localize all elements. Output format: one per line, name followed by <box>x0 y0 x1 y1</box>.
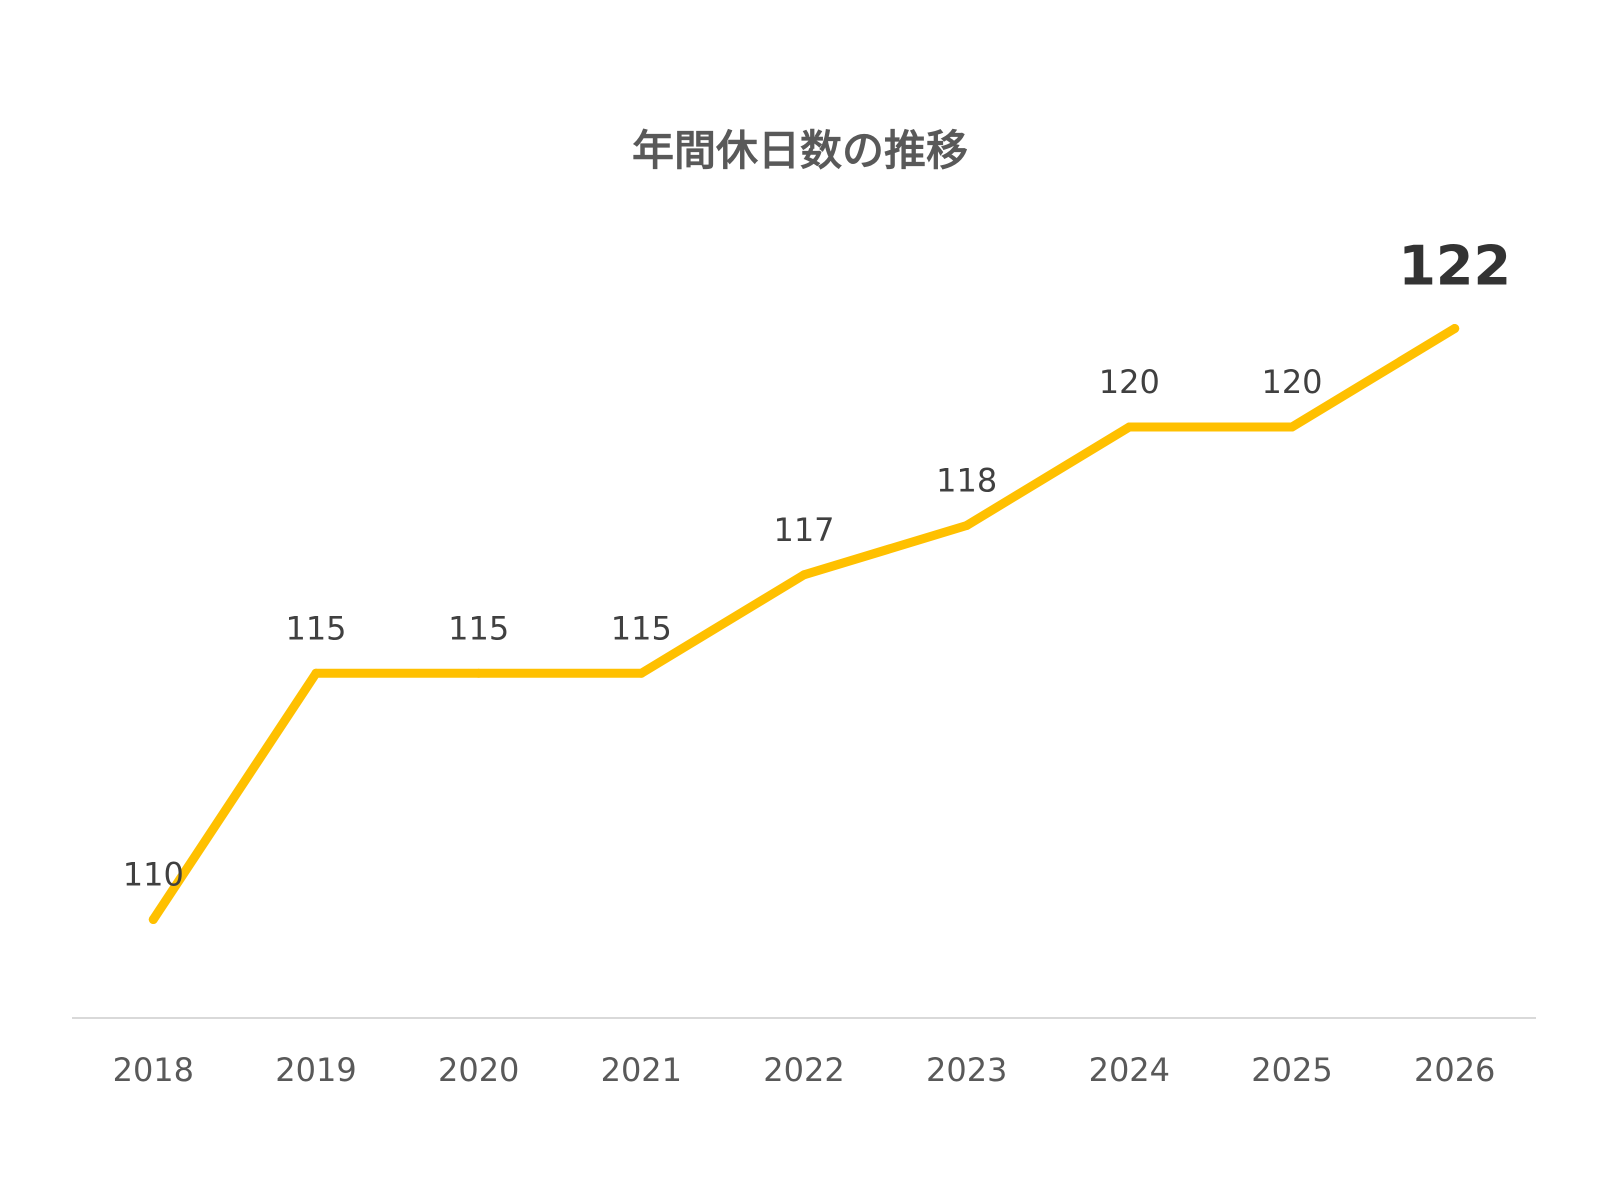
data-label: 117 <box>773 511 834 549</box>
x-tick-label: 2020 <box>438 1051 519 1089</box>
x-tick-label: 2023 <box>926 1051 1007 1089</box>
chart-title: 年間休日数の推移 <box>632 126 968 175</box>
data-point <box>962 521 972 530</box>
data-label: 110 <box>123 856 184 894</box>
data-label: 120 <box>1261 363 1322 401</box>
x-tick-label: 2024 <box>1089 1051 1170 1089</box>
x-tick-label: 2021 <box>601 1051 682 1089</box>
data-point <box>474 668 484 678</box>
data-label: 118 <box>936 462 997 500</box>
x-tick-labels-group: 2018 2019 2020 2021 2022 2023 2024 2025 2026 <box>113 1051 1496 1089</box>
data-point <box>1124 422 1134 432</box>
data-point <box>799 570 809 580</box>
data-label: 120 <box>1099 363 1160 401</box>
x-tick-label: 2026 <box>1414 1051 1495 1089</box>
x-tick-label: 2022 <box>763 1051 844 1089</box>
data-point <box>148 915 158 924</box>
data-labels-group: 110 115 115 115 117 118 120 120 122 <box>123 235 1511 894</box>
data-point <box>636 668 646 678</box>
data-label: 115 <box>611 609 672 647</box>
x-tick-label: 2025 <box>1251 1051 1332 1089</box>
data-point <box>1287 422 1297 432</box>
x-tick-label: 2019 <box>275 1051 356 1089</box>
series-line <box>148 324 1460 924</box>
data-point <box>311 668 321 678</box>
data-label: 115 <box>285 609 346 647</box>
data-label: 122 <box>1398 235 1511 298</box>
series-group <box>148 324 1460 924</box>
data-label: 115 <box>448 609 509 647</box>
x-tick-label: 2018 <box>113 1051 194 1089</box>
data-point <box>1450 324 1460 333</box>
